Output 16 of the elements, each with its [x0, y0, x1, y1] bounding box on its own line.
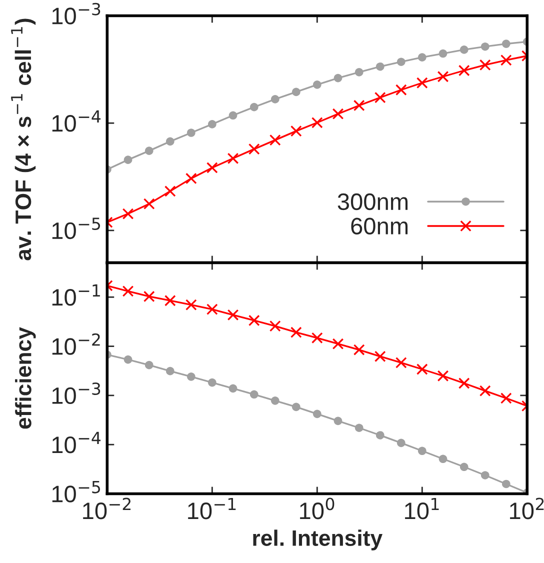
y-tick-label: 10$^{−4}$: [52, 110, 101, 132]
x-axis-title: rel. Intensity: [253, 530, 382, 550]
y-tick-label: 10$^{−1}$: [52, 284, 100, 306]
x-tick-label: 10$^{−1}$: [188, 498, 236, 520]
x-tick-label: 10$^{1}$: [405, 498, 439, 520]
y-tick-label: 10$^{−4}$: [52, 432, 101, 454]
y-tick-label: 10$^{−2}$: [52, 333, 100, 355]
y-tick-label: 10$^{−5}$: [52, 218, 100, 240]
y-tick-label: 10$^{−3}$: [52, 382, 100, 404]
legend-label: 60nm: [351, 218, 408, 234]
x-tick-label: 10$^{0}$: [300, 498, 334, 520]
y-axis-title: efficiency: [15, 327, 36, 429]
legend-label: 300nm: [338, 193, 408, 210]
x-tick-label: 10$^{2}$: [510, 498, 544, 520]
y-axis-title: av. TOF (4 × s$^{−1}$ cell$^{−1}$): [11, 18, 36, 260]
y-tick-label: 10$^{−3}$: [52, 2, 100, 24]
